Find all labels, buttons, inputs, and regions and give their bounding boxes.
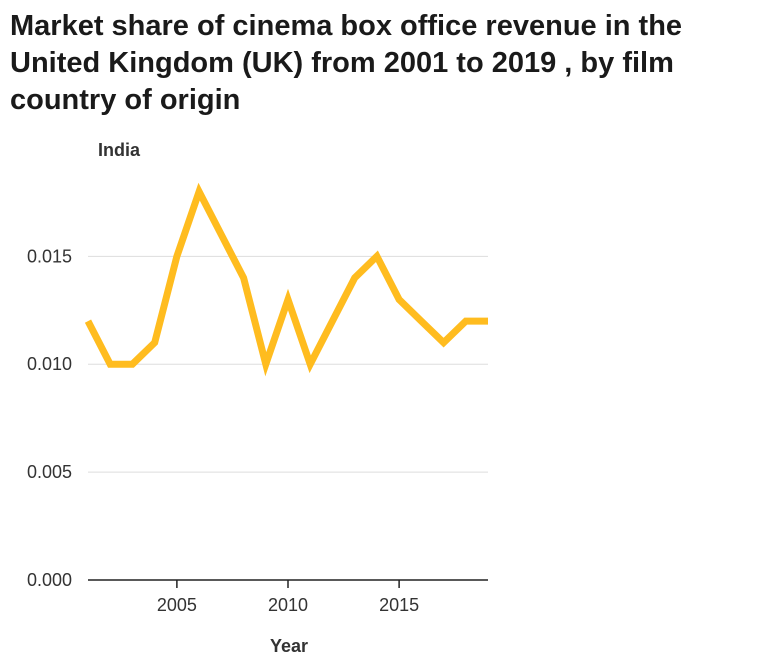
x-tick-label: 2005 xyxy=(157,595,197,615)
x-axis-label: Year xyxy=(270,636,308,656)
x-axis: 2005 2010 2015 xyxy=(88,579,488,615)
gridlines xyxy=(88,255,488,473)
x-tick-label: 2010 xyxy=(268,595,308,615)
y-tick-labels: 0.000 0.005 0.010 0.015 xyxy=(27,246,72,590)
y-axis-label: India xyxy=(98,140,141,160)
y-tick-label: 0.015 xyxy=(27,246,72,266)
chart-title: Market share of cinema box office revenu… xyxy=(10,10,683,116)
y-tick-label: 0.010 xyxy=(27,354,72,374)
x-tick-label: 2015 xyxy=(379,595,419,615)
series-line xyxy=(84,182,488,377)
y-tick-label: 0.005 xyxy=(27,462,72,482)
series-group xyxy=(84,182,488,377)
y-tick-label: 0.000 xyxy=(27,570,72,590)
